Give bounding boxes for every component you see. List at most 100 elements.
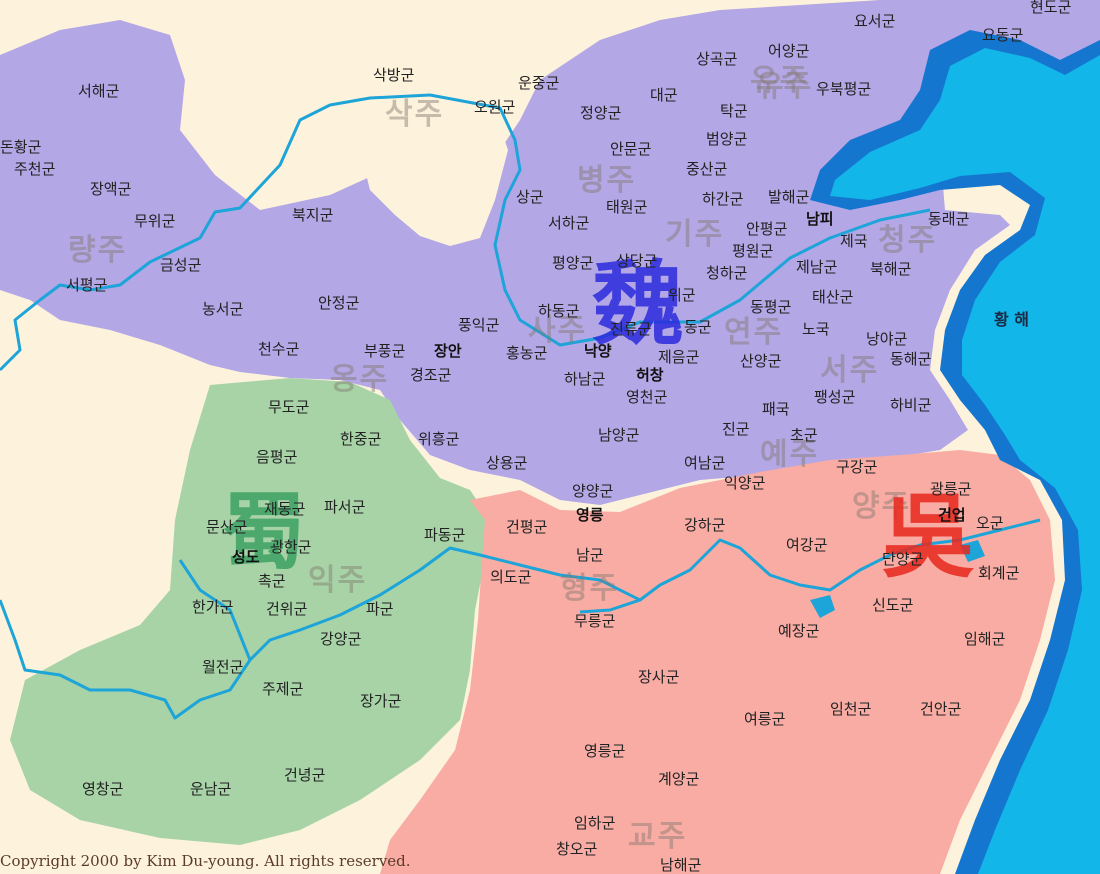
commandery-label: 범양군 xyxy=(706,130,748,148)
commandery-label: 오원군 xyxy=(474,98,516,116)
commandery-label: 장가군 xyxy=(360,692,402,710)
taihu-lake xyxy=(960,540,985,562)
commandery-label: 파동군 xyxy=(424,526,466,544)
commandery-label: 여남군 xyxy=(684,454,726,472)
commandery-label: 여릉군 xyxy=(744,710,786,728)
commandery-label: 하동군 xyxy=(538,302,580,320)
commandery-label: 예장군 xyxy=(778,622,820,640)
province-label: 삭주 xyxy=(385,97,445,132)
capital-label: 건업 xyxy=(938,506,966,524)
commandery-label: 태원군 xyxy=(606,198,648,216)
shu-region xyxy=(10,378,490,845)
commandery-label: 금성군 xyxy=(160,256,202,274)
commandery-label: 임천군 xyxy=(830,700,872,718)
commandery-label: 어양군 xyxy=(768,42,810,60)
commandery-label: 동군 xyxy=(684,318,712,336)
commandery-label: 요서군 xyxy=(854,12,896,30)
province-label: 예주 xyxy=(760,437,820,472)
kingdom-shu-char: 蜀 xyxy=(222,482,307,581)
province-label: 서주 xyxy=(820,353,880,388)
commandery-label: 낭야군 xyxy=(866,330,908,348)
commandery-label: 북지군 xyxy=(292,206,334,224)
capital-label: 남피 xyxy=(806,210,834,228)
commandery-label: 발해군 xyxy=(768,188,810,206)
commandery-label: 건안군 xyxy=(920,700,962,718)
commandery-label: 팽성군 xyxy=(814,388,856,406)
commandery-label: 무위군 xyxy=(134,212,176,230)
commandery-label: 안평군 xyxy=(746,220,788,238)
commandery-label: 무릉군 xyxy=(574,612,616,630)
commandery-label: 천수군 xyxy=(258,340,300,358)
commandery-label: 건평군 xyxy=(506,518,548,536)
commandery-label: 북해군 xyxy=(870,260,912,278)
commandery-label: 정양군 xyxy=(580,104,622,122)
commandery-label: 임해군 xyxy=(964,630,1006,648)
commandery-label: 홍농군 xyxy=(506,344,548,362)
commandery-label: 진군 xyxy=(722,420,750,438)
province-label-yuzhou: 유주 xyxy=(756,69,812,104)
commandery-label: 회계군 xyxy=(978,564,1020,582)
commandery-label: 상군 xyxy=(516,188,544,206)
commandery-label: 광릉군 xyxy=(930,480,972,498)
commandery-label: 초군 xyxy=(790,426,818,444)
commandery-label: 위흥군 xyxy=(418,430,460,448)
commandery-label: 운중군 xyxy=(518,74,560,92)
commandery-label: 위군 xyxy=(668,286,696,304)
province-label: 익주 xyxy=(308,563,368,598)
capital-label: 성도 xyxy=(232,548,260,566)
commandery-label: 중산군 xyxy=(686,160,728,178)
commandery-label: 안문군 xyxy=(610,140,652,158)
commandery-label: 남양군 xyxy=(598,426,640,444)
commandery-label: 한가군 xyxy=(192,598,234,616)
commandery-label: 영릉군 xyxy=(584,742,626,760)
commandery-label: 단양군 xyxy=(882,550,924,568)
commandery-label: 패국 xyxy=(762,400,790,418)
commandery-label: 풍익군 xyxy=(458,316,500,334)
commandery-label: 청하군 xyxy=(706,264,748,282)
commandery-label: 구강군 xyxy=(836,458,878,476)
commandery-label: 주제군 xyxy=(262,680,304,698)
province-label: 형주 xyxy=(560,571,620,606)
commandery-label: 한중군 xyxy=(340,430,382,448)
commandery-label: 장사군 xyxy=(638,668,680,686)
commandery-label: 하남군 xyxy=(564,370,606,388)
commandery-label: 제남군 xyxy=(796,258,838,276)
kingdom-wu-char: 吳 xyxy=(882,482,975,590)
commandery-label: 여강군 xyxy=(786,536,828,554)
province-label: 사주 xyxy=(528,313,588,348)
commandery-label: 탁군 xyxy=(720,102,748,120)
commandery-label: 신도군 xyxy=(872,596,914,614)
commandery-label: 상당군 xyxy=(616,252,658,270)
commandery-label: 진류군 xyxy=(610,320,652,338)
yellow-river xyxy=(0,93,931,372)
province-label: 양주 xyxy=(852,489,912,524)
commandery-label: 강하군 xyxy=(684,516,726,534)
province-label: 교주 xyxy=(628,819,688,854)
capital-label: 영릉 xyxy=(576,506,604,524)
capital-label: 장안 xyxy=(434,342,462,360)
commandery-label: 서해군 xyxy=(78,82,120,100)
yangtze-river xyxy=(0,518,1041,720)
commandery-label: 농서군 xyxy=(202,300,244,318)
commandery-label: 창오군 xyxy=(556,840,598,858)
commandery-label: 부풍군 xyxy=(364,342,406,360)
commandery-label: 임하군 xyxy=(574,814,616,832)
province-label: 옹주 xyxy=(330,362,390,397)
commandery-label: 경조군 xyxy=(410,366,452,384)
commandery-label: 안정군 xyxy=(318,294,360,312)
commandery-label: 문산군 xyxy=(206,518,248,536)
capital-label: 허창 xyxy=(636,366,664,384)
commandery-label: 재동군 xyxy=(264,500,306,518)
commandery-label: 동해군 xyxy=(890,350,932,368)
province-label: 청주 xyxy=(878,223,938,258)
commandery-label: 주천군 xyxy=(14,160,56,178)
dongting-lake xyxy=(810,595,835,618)
commandery-label: 장액군 xyxy=(90,180,132,198)
commandery-label: 상곡군 xyxy=(696,50,738,68)
province-label: 량주 xyxy=(68,233,128,268)
commandery-label: 파군 xyxy=(366,600,394,618)
commandery-label: 월전군 xyxy=(202,658,244,676)
commandery-label: 강양군 xyxy=(320,630,362,648)
commandery-label: 평원군 xyxy=(732,242,774,260)
